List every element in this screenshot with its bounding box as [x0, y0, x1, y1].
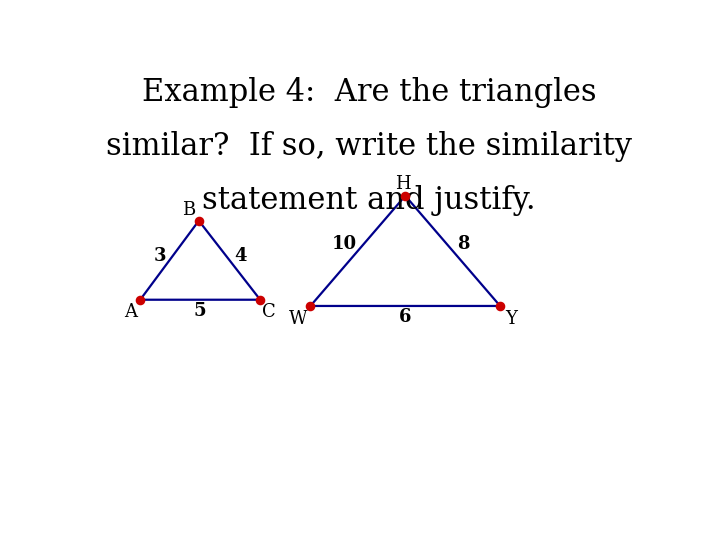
Text: similar?  If so, write the similarity: similar? If so, write the similarity: [106, 131, 632, 163]
Point: [495, 302, 506, 310]
Text: C: C: [262, 303, 276, 321]
Text: statement and justify.: statement and justify.: [202, 185, 536, 217]
Point: [254, 295, 266, 304]
Text: 4: 4: [235, 247, 247, 265]
Text: 6: 6: [399, 308, 412, 326]
Text: B: B: [182, 201, 195, 219]
Point: [135, 295, 146, 304]
Text: 8: 8: [458, 234, 470, 253]
Text: Example 4:  Are the triangles: Example 4: Are the triangles: [142, 77, 596, 109]
Text: 10: 10: [331, 234, 356, 253]
Text: 5: 5: [194, 302, 206, 320]
Point: [400, 192, 411, 200]
Text: W: W: [289, 310, 307, 328]
Text: H: H: [395, 175, 410, 193]
Point: [305, 302, 316, 310]
Point: [193, 217, 204, 225]
Text: Y: Y: [505, 310, 517, 328]
Text: 3: 3: [153, 247, 166, 265]
Text: A: A: [124, 303, 137, 321]
